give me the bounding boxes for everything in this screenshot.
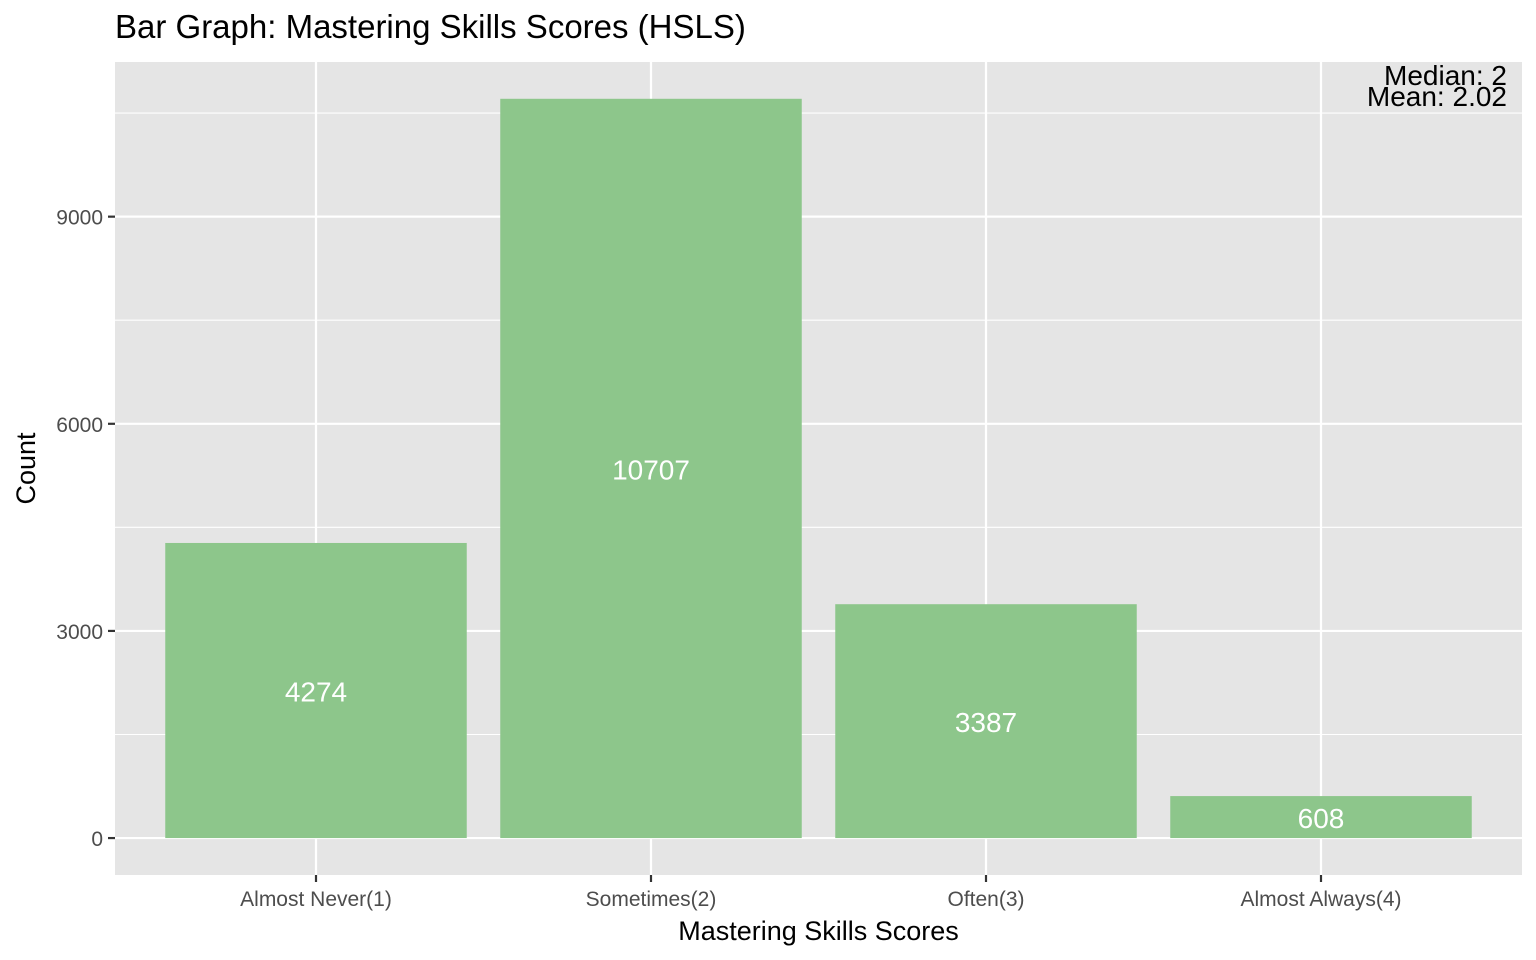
y-tick-label: 9000 — [56, 207, 103, 230]
y-tick-label: 6000 — [56, 414, 103, 437]
bar — [835, 604, 1137, 839]
x-axis-title: Mastering Skills Scores — [678, 916, 959, 946]
y-tick-label: 0 — [91, 828, 103, 851]
bar-value-label: 608 — [1298, 803, 1345, 834]
bar-value-label: 10707 — [612, 454, 690, 485]
y-axis-title: Count — [11, 432, 41, 505]
bar — [500, 98, 802, 839]
bar-value-label: 4274 — [285, 677, 347, 708]
x-tick-label: Often(3) — [947, 888, 1024, 911]
median-annotation: Median: 2 — [1384, 60, 1507, 91]
x-tick-label: Almost Never(1) — [240, 888, 392, 911]
bar-value-label: 3387 — [955, 707, 1017, 738]
x-tick-label: Sometimes(2) — [586, 888, 717, 911]
y-tick-label: 3000 — [56, 621, 103, 644]
mean-annotation: Mean: 2.02 — [1367, 81, 1507, 112]
bar — [165, 542, 467, 839]
bar — [1170, 796, 1472, 839]
x-tick-label: Almost Always(4) — [1240, 888, 1401, 911]
chart-title: Bar Graph: Mastering Skills Scores (HSLS… — [115, 8, 746, 45]
